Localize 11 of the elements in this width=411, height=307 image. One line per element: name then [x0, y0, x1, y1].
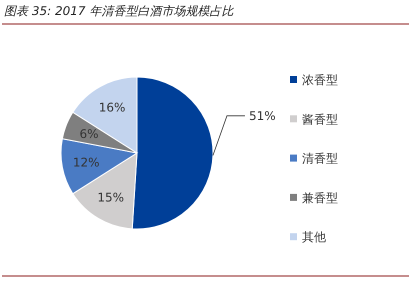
legend-label: 其他: [302, 230, 326, 244]
legend-label: 清香型: [302, 152, 338, 166]
data-label: 15%: [97, 190, 124, 204]
chart-title: 图表 35: 2017 年清香型白酒市场规模占比: [4, 4, 234, 18]
data-label: 6%: [79, 126, 98, 141]
data-label: 16%: [98, 100, 126, 115]
data-label: 12%: [72, 156, 100, 170]
data-label: 51%: [248, 108, 276, 123]
legend-label: 兼香型: [302, 190, 338, 205]
legend-label: 酱香型: [302, 112, 338, 126]
legend-label: 浓香型: [302, 73, 338, 87]
